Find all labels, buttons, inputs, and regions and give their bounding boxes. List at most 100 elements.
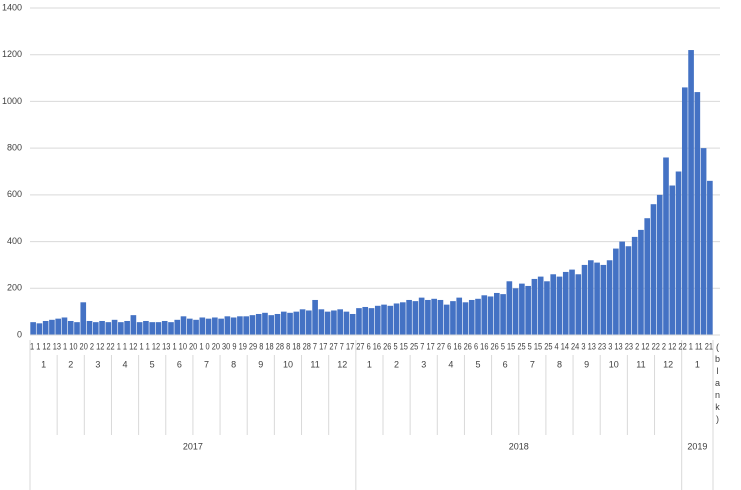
month-label: 7 — [530, 359, 535, 369]
bar — [337, 309, 343, 335]
blank-label: (blank) — [713, 342, 723, 426]
bar — [468, 299, 475, 335]
bar — [99, 320, 105, 335]
bar — [393, 303, 400, 335]
month-label: 12 — [337, 359, 347, 369]
year-label: 2019 — [687, 441, 707, 451]
bar — [362, 306, 369, 335]
bar — [569, 269, 575, 335]
bar — [525, 285, 531, 335]
bar — [675, 171, 682, 335]
bar — [193, 319, 199, 335]
bar — [462, 302, 469, 335]
bar — [111, 319, 118, 335]
month-label: 6 — [177, 359, 182, 369]
month-label: 1 — [367, 359, 372, 369]
bar — [575, 274, 582, 335]
bar — [230, 317, 237, 335]
bar — [49, 319, 55, 335]
bar — [644, 218, 651, 335]
bar — [600, 264, 607, 335]
bar — [550, 274, 557, 335]
bar — [681, 87, 688, 336]
bar — [67, 320, 74, 335]
month-label: 3 — [95, 359, 100, 369]
bar — [613, 248, 619, 335]
bar — [349, 313, 356, 335]
bar — [205, 318, 212, 335]
bar — [368, 308, 375, 335]
bar — [168, 322, 174, 335]
month-label: 12 — [663, 359, 673, 369]
bar — [412, 301, 419, 335]
bar — [556, 276, 563, 335]
bar — [481, 295, 488, 335]
bar — [293, 311, 300, 335]
year-label: 2017 — [183, 441, 203, 451]
month-label: 6 — [503, 359, 508, 369]
bar — [324, 311, 331, 335]
bar — [74, 322, 80, 335]
bar — [487, 296, 494, 335]
bar — [92, 322, 99, 335]
bar — [512, 288, 519, 335]
bar — [42, 320, 49, 335]
bar — [531, 278, 538, 335]
month-label: 3 — [421, 359, 426, 369]
bar — [180, 316, 187, 335]
bar — [650, 204, 657, 335]
bar — [306, 310, 312, 335]
y-tick-label: 600 — [7, 189, 22, 199]
bar — [118, 322, 124, 335]
bar — [212, 317, 218, 335]
bar — [418, 297, 425, 335]
bar — [638, 229, 644, 335]
y-tick-label: 800 — [7, 143, 22, 153]
bar — [381, 304, 387, 335]
bar — [331, 310, 337, 335]
bar — [105, 322, 112, 335]
bar — [343, 311, 350, 335]
bar — [280, 311, 287, 335]
bar — [669, 185, 676, 335]
bar — [688, 50, 694, 336]
bar — [443, 304, 450, 335]
bar — [625, 246, 632, 335]
bar — [268, 315, 275, 335]
bar — [130, 315, 137, 335]
bar — [237, 316, 243, 335]
bar — [619, 241, 625, 335]
month-label: 11 — [310, 359, 319, 369]
bar — [356, 308, 362, 335]
bar — [606, 260, 613, 335]
y-tick-label: 200 — [7, 283, 22, 293]
y-tick-label: 1200 — [2, 49, 22, 59]
bar — [631, 236, 638, 335]
bar — [312, 299, 318, 335]
bar — [174, 319, 181, 335]
bar — [374, 305, 381, 335]
month-label: 5 — [476, 359, 481, 369]
bar — [161, 320, 168, 335]
bar — [562, 271, 569, 335]
bar — [224, 316, 231, 335]
y-tick-label: 400 — [7, 236, 22, 246]
bar — [255, 313, 262, 335]
bar — [318, 309, 325, 335]
month-label: 4 — [448, 359, 453, 369]
bar — [86, 320, 93, 335]
bar — [707, 180, 713, 335]
bar — [155, 322, 162, 335]
bar — [425, 299, 431, 335]
month-label: 1 — [695, 359, 700, 369]
month-label: 9 — [258, 359, 263, 369]
bar — [519, 283, 525, 335]
bar — [299, 309, 306, 335]
bar — [431, 298, 437, 335]
bar — [437, 299, 444, 335]
bar — [663, 157, 669, 335]
bar — [287, 312, 293, 335]
bar — [400, 302, 406, 335]
month-label: 11 — [636, 359, 645, 369]
